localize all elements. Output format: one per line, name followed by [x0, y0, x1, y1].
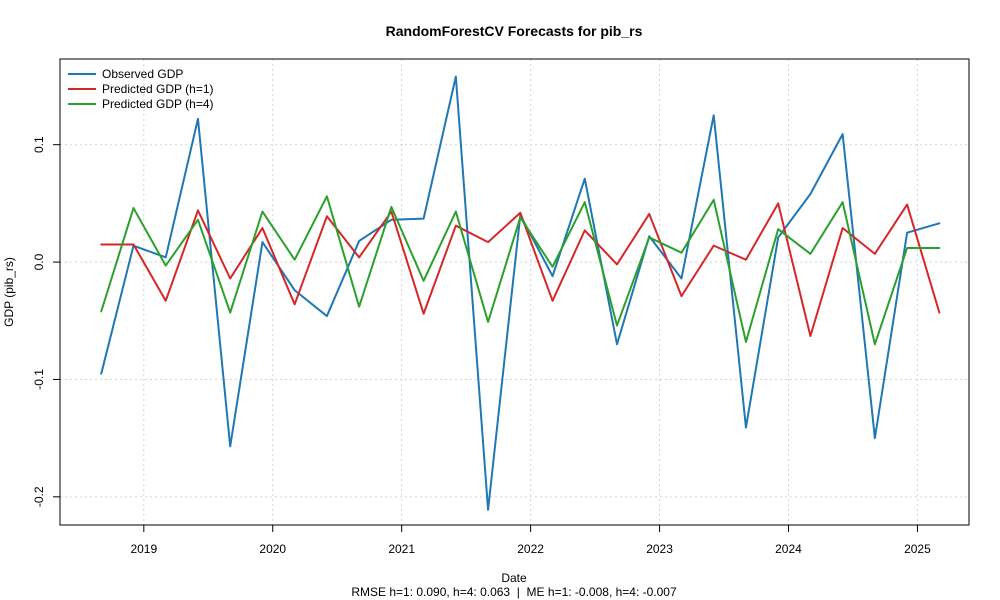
- y-axis-label: GDP (pib_rs): [2, 257, 16, 327]
- legend-label: Predicted GDP (h=4): [102, 97, 214, 111]
- legend-label: Observed GDP: [102, 67, 183, 81]
- y-tick-label: 0.1: [32, 136, 46, 153]
- series-lines: [100, 75, 941, 511]
- plot-frame: [59, 58, 970, 526]
- metrics-footer: RMSE h=1: 0.090, h=4: 0.063 | ME h=1: -0…: [351, 585, 677, 599]
- x-tick-label: 2022: [517, 542, 544, 556]
- y-tick-label: -0.2: [32, 486, 46, 507]
- series-predicted-h4-line: [100, 195, 941, 346]
- x-axis: 2019 2020 2021 2022 2023 2024 2025: [130, 525, 931, 556]
- y-tick-label: 0.0: [32, 253, 46, 270]
- y-axis: -0.2 -0.1 0.0 0.1: [32, 136, 60, 507]
- series-predicted-h1-line: [100, 202, 941, 338]
- x-tick-label: 2023: [646, 542, 673, 556]
- x-tick-label: 2025: [904, 542, 931, 556]
- x-tick-label: 2020: [259, 542, 286, 556]
- x-tick-label: 2019: [130, 542, 157, 556]
- x-axis-label: Date: [501, 571, 527, 585]
- x-tick-label: 2024: [775, 542, 802, 556]
- legend-label: Predicted GDP (h=1): [102, 82, 214, 96]
- y-tick-label: -0.1: [32, 369, 46, 390]
- x-tick-label: 2021: [388, 542, 415, 556]
- chart-title: RandomForestCV Forecasts for pib_rs: [386, 23, 643, 39]
- series-observed-gdp-line: [100, 75, 941, 511]
